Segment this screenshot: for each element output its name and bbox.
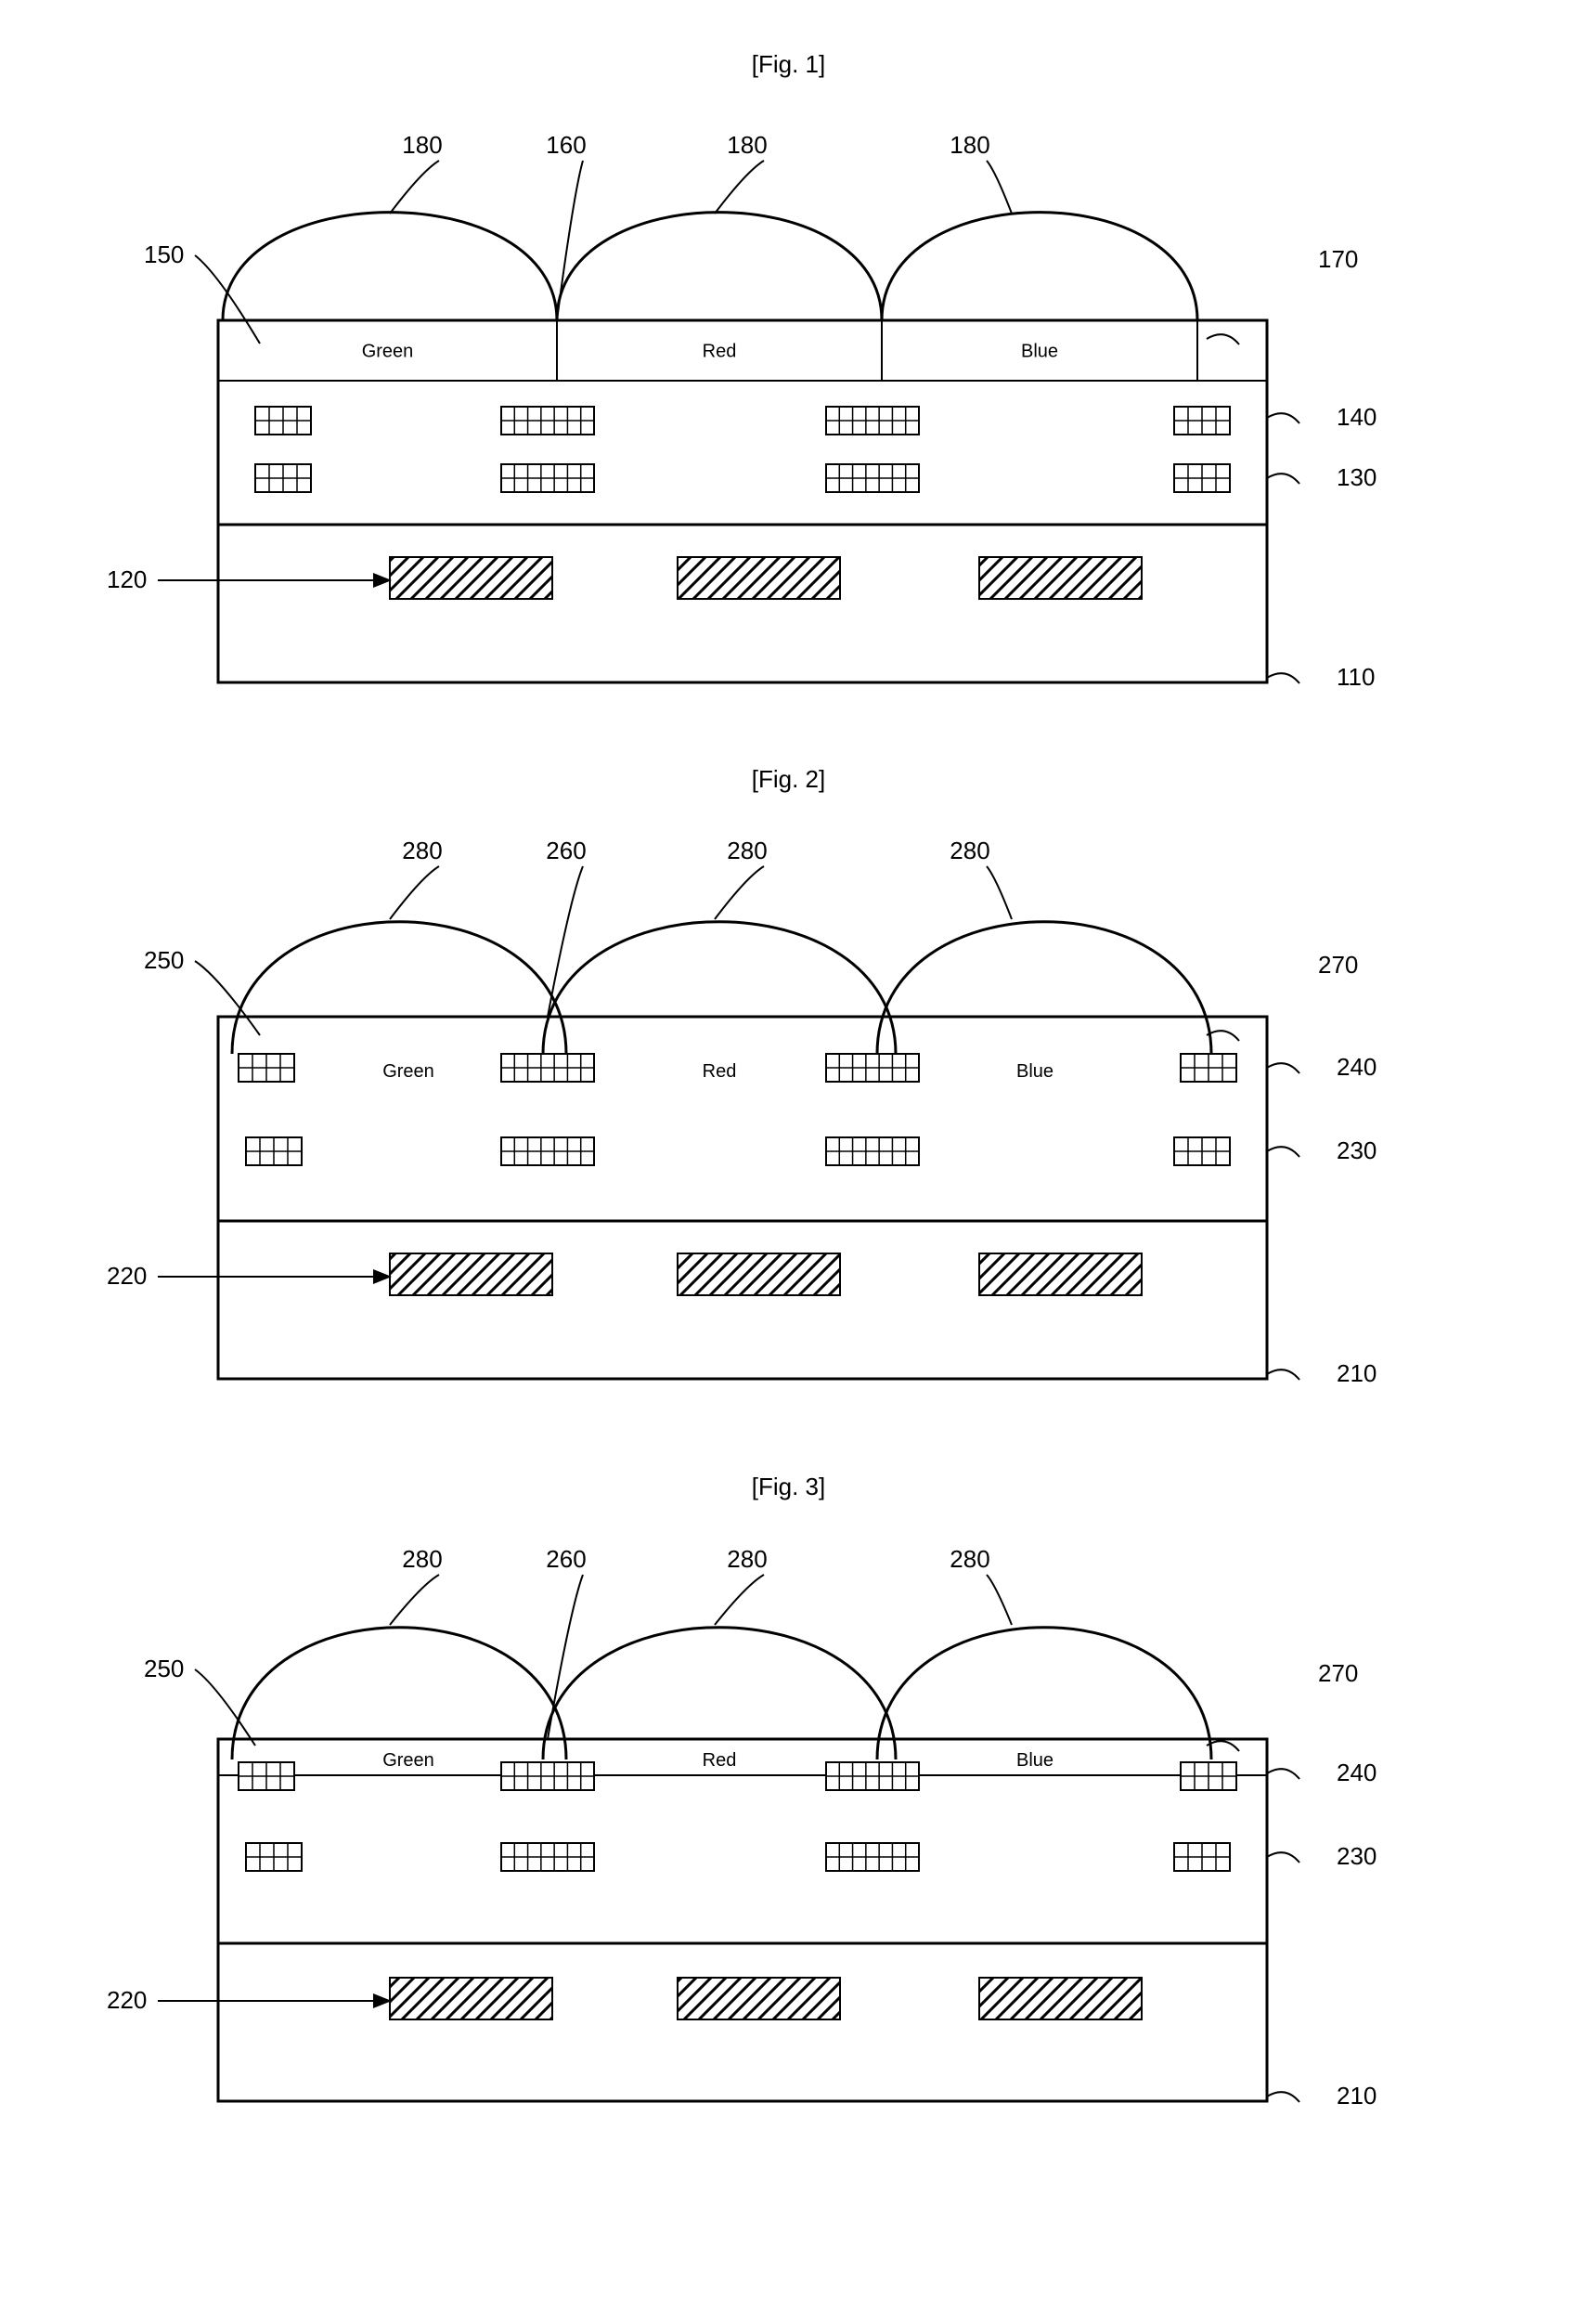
- svg-text:280: 280: [950, 1545, 989, 1573]
- svg-text:240: 240: [1337, 1053, 1377, 1081]
- diagram-canvas: [Fig. 1] Green Red Blue 180 160 180 180 150 170 14…: [0, 0, 1577, 2324]
- svg-text:160: 160: [546, 131, 586, 159]
- svg-text:280: 280: [950, 837, 989, 864]
- svg-text:[Fig. 3]: [Fig. 3]: [752, 1473, 825, 1500]
- svg-text:260: 260: [546, 837, 586, 864]
- svg-text:Red: Red: [703, 1750, 737, 1771]
- svg-text:210: 210: [1337, 2082, 1377, 2110]
- svg-text:120: 120: [107, 565, 147, 593]
- svg-text:170: 170: [1318, 245, 1358, 273]
- svg-text:[Fig. 1]: [Fig. 1]: [752, 50, 825, 78]
- svg-text:130: 130: [1337, 463, 1377, 491]
- svg-text:Blue: Blue: [1021, 342, 1058, 362]
- svg-text:220: 220: [107, 1262, 147, 1290]
- svg-text:110: 110: [1337, 663, 1375, 691]
- svg-text:220: 220: [107, 1986, 147, 2014]
- svg-text:230: 230: [1337, 1842, 1377, 1870]
- svg-text:280: 280: [402, 837, 442, 864]
- svg-text:250: 250: [144, 1655, 184, 1682]
- svg-text:Blue: Blue: [1016, 1750, 1053, 1771]
- svg-text:240: 240: [1337, 1759, 1377, 1786]
- svg-text:Green: Green: [382, 1061, 434, 1082]
- svg-text:280: 280: [727, 1545, 767, 1573]
- svg-text:260: 260: [546, 1545, 586, 1573]
- svg-text:210: 210: [1337, 1359, 1377, 1387]
- svg-text:[Fig. 2]: [Fig. 2]: [752, 765, 825, 793]
- svg-text:180: 180: [727, 131, 767, 159]
- svg-text:140: 140: [1337, 403, 1377, 431]
- svg-text:Green: Green: [362, 342, 414, 362]
- svg-text:230: 230: [1337, 1136, 1377, 1164]
- svg-text:150: 150: [144, 240, 184, 268]
- svg-text:180: 180: [950, 131, 989, 159]
- svg-text:280: 280: [727, 837, 767, 864]
- svg-text:250: 250: [144, 946, 184, 974]
- svg-text:Red: Red: [703, 1061, 737, 1082]
- svg-text:Blue: Blue: [1016, 1061, 1053, 1082]
- svg-text:280: 280: [402, 1545, 442, 1573]
- svg-text:Red: Red: [703, 342, 737, 362]
- svg-text:180: 180: [402, 131, 442, 159]
- svg-text:270: 270: [1318, 1659, 1358, 1687]
- svg-text:270: 270: [1318, 951, 1358, 979]
- svg-text:Green: Green: [382, 1750, 434, 1771]
